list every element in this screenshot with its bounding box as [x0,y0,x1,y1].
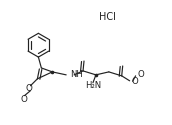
Text: NH: NH [70,70,83,79]
Text: O: O [138,70,144,79]
Text: O: O [25,84,32,93]
Text: O: O [132,77,138,86]
Text: HCl: HCl [99,12,116,22]
Text: H₂N: H₂N [85,81,101,90]
Text: O: O [20,95,27,104]
